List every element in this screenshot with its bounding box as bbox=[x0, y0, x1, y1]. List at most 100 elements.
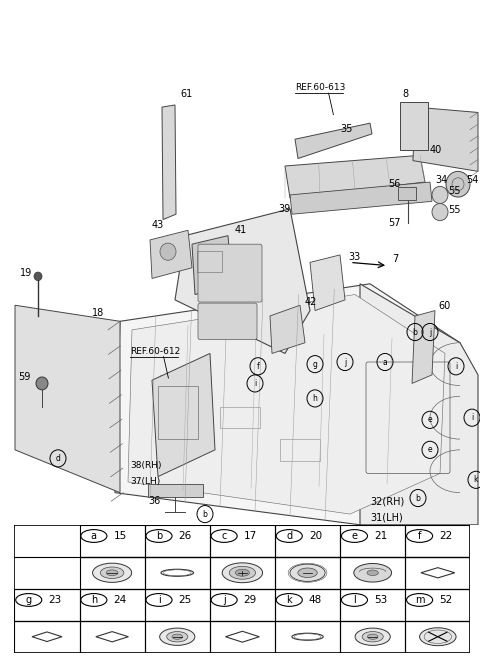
Text: 41: 41 bbox=[235, 225, 247, 236]
Text: a: a bbox=[383, 358, 387, 367]
Text: e: e bbox=[428, 415, 432, 424]
Circle shape bbox=[100, 567, 124, 579]
Polygon shape bbox=[192, 236, 232, 295]
Polygon shape bbox=[162, 105, 176, 220]
Circle shape bbox=[93, 563, 132, 583]
Circle shape bbox=[367, 634, 378, 640]
Bar bbox=[80, 621, 144, 653]
FancyBboxPatch shape bbox=[198, 244, 262, 302]
Polygon shape bbox=[152, 354, 215, 477]
Text: 29: 29 bbox=[244, 595, 257, 605]
Text: 23: 23 bbox=[48, 595, 61, 605]
Circle shape bbox=[432, 186, 448, 203]
Bar bbox=[275, 589, 340, 621]
Text: b: b bbox=[203, 510, 207, 519]
Polygon shape bbox=[360, 284, 478, 525]
Bar bbox=[275, 525, 340, 557]
Text: 35: 35 bbox=[340, 123, 352, 134]
Text: c: c bbox=[221, 531, 227, 541]
Bar bbox=[210, 589, 275, 621]
Circle shape bbox=[160, 243, 176, 260]
Circle shape bbox=[367, 570, 378, 575]
Bar bbox=[210, 621, 275, 653]
Text: 32(RH): 32(RH) bbox=[370, 496, 404, 506]
Text: 52: 52 bbox=[439, 595, 452, 605]
Circle shape bbox=[34, 272, 42, 281]
Text: 55: 55 bbox=[448, 186, 460, 195]
Bar bbox=[14, 621, 80, 653]
Polygon shape bbox=[295, 123, 372, 159]
Text: 55: 55 bbox=[448, 205, 460, 215]
Polygon shape bbox=[285, 155, 425, 198]
Circle shape bbox=[106, 570, 118, 576]
Bar bbox=[405, 589, 470, 621]
Circle shape bbox=[36, 377, 48, 390]
Text: 15: 15 bbox=[113, 531, 127, 541]
Bar bbox=[340, 621, 405, 653]
Circle shape bbox=[362, 632, 383, 642]
Text: 56: 56 bbox=[388, 179, 400, 189]
Polygon shape bbox=[15, 305, 120, 493]
Bar bbox=[14, 589, 80, 621]
Text: 59: 59 bbox=[18, 372, 30, 382]
Circle shape bbox=[432, 203, 448, 220]
Text: d: d bbox=[286, 531, 292, 541]
Text: 25: 25 bbox=[179, 595, 192, 605]
Circle shape bbox=[298, 568, 317, 577]
Circle shape bbox=[235, 569, 250, 576]
Text: 31(LH): 31(LH) bbox=[370, 512, 403, 522]
Text: 22: 22 bbox=[439, 531, 452, 541]
Bar bbox=[400, 102, 428, 150]
Text: 17: 17 bbox=[244, 531, 257, 541]
Text: l: l bbox=[353, 595, 356, 605]
Text: i: i bbox=[455, 362, 457, 371]
Text: a: a bbox=[91, 531, 97, 541]
Circle shape bbox=[160, 628, 195, 646]
Bar bbox=[144, 621, 210, 653]
Polygon shape bbox=[150, 230, 192, 278]
Text: b: b bbox=[416, 493, 420, 502]
Bar bbox=[144, 589, 210, 621]
Bar bbox=[340, 525, 405, 557]
Text: 26: 26 bbox=[179, 531, 192, 541]
Bar bbox=[144, 557, 210, 589]
Bar bbox=[275, 621, 340, 653]
Text: 33: 33 bbox=[348, 252, 360, 262]
Text: b: b bbox=[413, 327, 418, 337]
Polygon shape bbox=[115, 284, 460, 525]
Text: 37(LH): 37(LH) bbox=[130, 478, 160, 487]
Text: f: f bbox=[418, 531, 421, 541]
Bar bbox=[80, 589, 144, 621]
Bar bbox=[340, 557, 405, 589]
Bar bbox=[398, 188, 416, 200]
Text: 18: 18 bbox=[92, 308, 104, 318]
Text: 57: 57 bbox=[388, 218, 400, 228]
Polygon shape bbox=[413, 107, 478, 171]
Text: 53: 53 bbox=[374, 595, 387, 605]
Bar bbox=[80, 557, 144, 589]
Text: 39: 39 bbox=[278, 204, 290, 214]
Text: j: j bbox=[429, 327, 431, 337]
Bar bbox=[210, 557, 275, 589]
Polygon shape bbox=[412, 310, 435, 383]
Circle shape bbox=[446, 171, 470, 197]
Text: 19: 19 bbox=[20, 268, 32, 278]
Text: m: m bbox=[415, 595, 424, 605]
Text: k: k bbox=[474, 476, 478, 484]
Text: e: e bbox=[428, 445, 432, 455]
Text: 24: 24 bbox=[113, 595, 127, 605]
Text: 20: 20 bbox=[309, 531, 322, 541]
Text: h: h bbox=[91, 595, 97, 605]
Text: i: i bbox=[254, 379, 256, 388]
Text: REF.60-612: REF.60-612 bbox=[130, 347, 180, 356]
Polygon shape bbox=[290, 182, 432, 215]
Bar bbox=[80, 525, 144, 557]
Text: 34: 34 bbox=[435, 175, 447, 185]
Text: i: i bbox=[471, 413, 473, 422]
Circle shape bbox=[355, 628, 390, 646]
Text: g: g bbox=[25, 595, 32, 605]
Bar bbox=[340, 589, 405, 621]
FancyBboxPatch shape bbox=[198, 303, 257, 340]
Circle shape bbox=[172, 634, 182, 640]
Text: 36: 36 bbox=[148, 496, 160, 506]
